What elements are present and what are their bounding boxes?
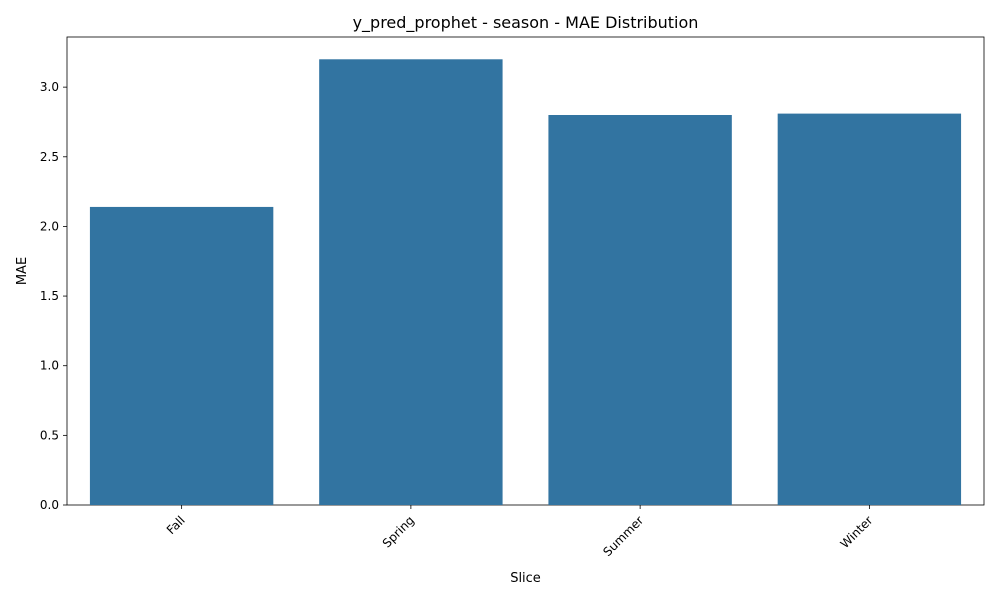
bar-winter [777,113,962,506]
y-axis: 0.0 0.5 1.0 1.5 2.0 2.5 3.0 [40,80,67,512]
y-axis-label: MAE [15,257,30,285]
chart-title: y_pred_prophet - season - MAE Distributi… [353,13,699,33]
y-tick-label: 0.0 [40,498,59,512]
x-axis-label: Slice [510,571,541,586]
plot-frame [66,36,985,506]
bar-fall [89,206,274,505]
y-tick-label: 2.0 [40,219,59,233]
y-tick-label: 2.5 [40,150,59,164]
bar-spring [319,59,503,505]
y-tick-label: 1.5 [40,289,59,303]
y-tick-label: 1.0 [40,359,59,373]
bars-group [89,59,962,506]
plot-area [66,36,985,506]
y-tick-label: 0.5 [40,428,59,442]
y-tick-label: 3.0 [40,80,59,94]
bar-summer [548,115,732,505]
